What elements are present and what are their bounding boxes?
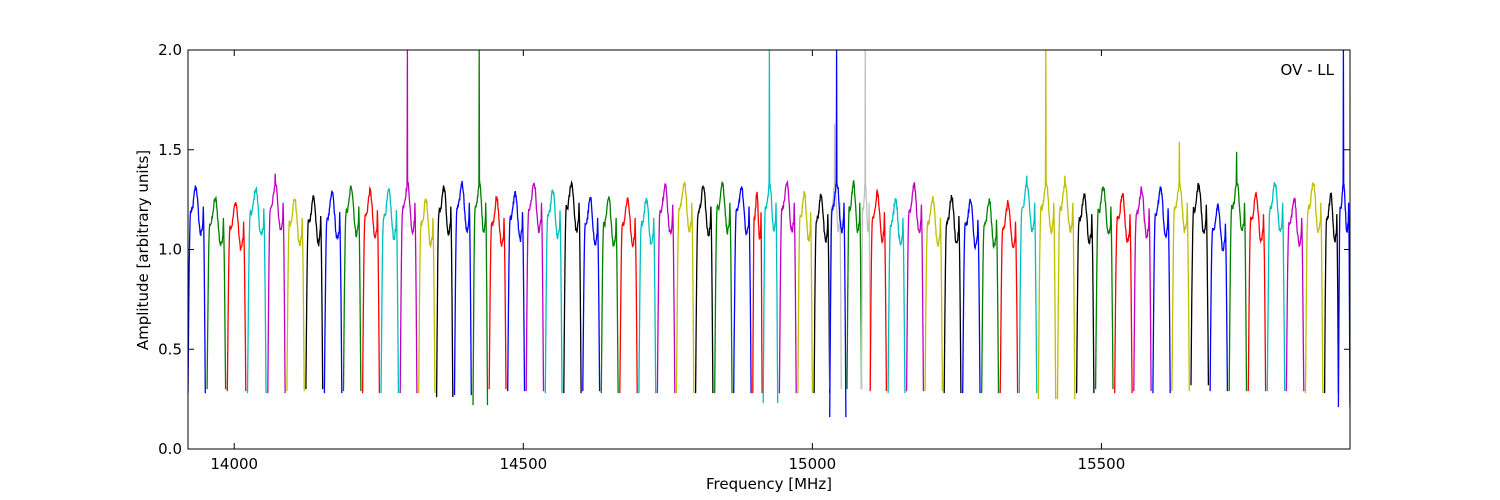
subband-line	[246, 185, 267, 394]
y-tick-label: 2.0	[158, 41, 182, 59]
x-tick-label: 15500	[1078, 455, 1126, 473]
subband-line	[1056, 175, 1076, 400]
subband-line	[1247, 191, 1267, 392]
x-axis: 14000 14500 15000 15500	[210, 50, 1125, 473]
x-axis-label: Frequency [MHz]	[706, 475, 832, 493]
subband-line	[943, 195, 962, 394]
subband-line	[286, 198, 305, 392]
subband-line	[829, 123, 842, 390]
subband-line	[999, 200, 1019, 394]
subband-line	[1018, 175, 1038, 394]
subband-line	[563, 179, 582, 394]
subband-line	[1266, 181, 1286, 392]
subband-line	[694, 184, 714, 394]
subband-line	[1171, 141, 1190, 392]
subband-line	[778, 180, 797, 394]
subband-line	[323, 190, 343, 394]
subband-line	[1152, 186, 1171, 394]
subband-line	[656, 182, 676, 394]
y-tick-label: 1.5	[158, 141, 182, 159]
subband-line	[1037, 50, 1057, 400]
subband-line	[675, 180, 695, 394]
y-tick-label: 0.0	[158, 440, 182, 458]
subband-line	[1304, 182, 1324, 394]
subband-line	[399, 50, 418, 394]
plot-annotation: OV - LL	[1281, 61, 1335, 79]
y-axis: 0.0 0.5 1.0 1.5 2.0	[158, 41, 1350, 458]
x-tick-label: 14000	[210, 455, 258, 473]
y-tick-label: 1.0	[158, 241, 182, 259]
subband-line	[380, 187, 400, 394]
subband-line	[1285, 197, 1305, 392]
subband-line	[1114, 192, 1133, 394]
subband-line	[752, 191, 763, 394]
subband-line	[797, 190, 814, 394]
subband-line	[267, 173, 286, 394]
subband-line	[488, 195, 507, 390]
subband-line	[813, 193, 831, 394]
y-tick-label: 0.5	[158, 340, 182, 358]
subband-line	[1337, 50, 1350, 408]
subband-line	[860, 50, 871, 390]
subband-line	[829, 50, 847, 418]
subband-line	[305, 195, 324, 390]
subband-line	[418, 197, 436, 394]
subband-line	[1133, 186, 1152, 392]
subband-line	[435, 184, 454, 398]
subband-line	[342, 185, 362, 392]
x-tick-label: 14500	[499, 455, 547, 473]
subband-line	[869, 188, 888, 392]
subband-line	[1075, 192, 1095, 394]
subband-line	[188, 185, 206, 394]
subband-line	[924, 195, 944, 392]
subband-line	[1190, 183, 1210, 386]
subband-line	[226, 202, 247, 392]
subband-line	[507, 190, 526, 392]
subband-line	[544, 189, 563, 394]
y-axis-label: Amplitude [arbitrary units]	[134, 150, 152, 350]
subband-line	[1094, 185, 1114, 390]
subband-line	[472, 50, 489, 406]
subband-line	[846, 180, 863, 390]
subband-line	[600, 196, 619, 394]
subband-line	[905, 181, 925, 392]
x-tick-label: 15000	[788, 455, 836, 473]
subband-line	[762, 50, 779, 404]
subband-line	[361, 185, 381, 394]
subband-line	[638, 197, 657, 394]
series-layer	[188, 50, 1350, 418]
subband-line	[619, 196, 638, 394]
subband-line	[1323, 191, 1340, 394]
subband-line	[733, 186, 752, 394]
subband-line	[714, 181, 733, 394]
subband-line	[1209, 202, 1229, 392]
subband-line	[525, 182, 545, 392]
subband-line	[887, 198, 906, 394]
subband-line	[1228, 151, 1248, 392]
subband-line	[453, 180, 472, 396]
subband-line	[206, 195, 227, 390]
subband-line	[962, 198, 981, 394]
subband-line	[582, 196, 601, 392]
subband-line	[981, 198, 1000, 394]
